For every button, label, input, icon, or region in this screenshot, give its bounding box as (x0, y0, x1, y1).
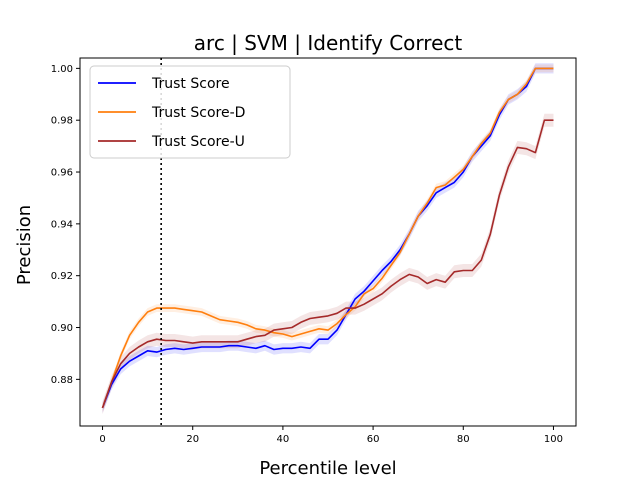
y-tick-label: 0.96 (51, 168, 73, 179)
x-tick-label: 40 (277, 434, 290, 445)
y-tick-label: 0.92 (51, 271, 73, 282)
x-tick-label: 60 (367, 434, 380, 445)
x-axis-ticks: 0 20 40 60 80 100 (99, 426, 563, 445)
trust-score-legend-label: Trust Score (151, 76, 230, 92)
trust-score-band (102, 63, 554, 413)
trust-score-u-band (102, 113, 554, 415)
plot-frame (79, 57, 577, 427)
legend: Trust Score Trust Score-D Trust Score-U (89, 65, 291, 159)
y-tick-label: 0.90 (51, 323, 73, 334)
y-tick-label: 0.98 (51, 116, 73, 127)
series-lines (101, 67, 554, 409)
y-tick-label: 0.88 (51, 375, 73, 386)
trust-score-u-legend-label: Trust Score-U (151, 134, 245, 150)
x-tick-label: 20 (186, 434, 199, 445)
chart-title: arc | SVM | Identify Correct (194, 31, 463, 55)
trust-score-u-line (101, 119, 554, 409)
x-tick-label: 80 (457, 434, 470, 445)
trust-score-line (101, 67, 554, 409)
x-tick-label: 100 (544, 434, 563, 445)
y-axis-ticks: 0.88 0.90 0.92 0.94 0.96 0.98 1.00 (51, 64, 80, 386)
trust-score-d-line (101, 67, 554, 409)
y-tick-label: 0.94 (51, 219, 73, 230)
trust-score-d-legend-label: Trust Score-D (151, 105, 245, 121)
legend-box (89, 65, 291, 159)
x-axis-label: Percentile level (259, 458, 396, 479)
y-axis-label: Precision (14, 205, 35, 285)
x-tick-label: 0 (99, 434, 105, 445)
y-tick-label: 1.00 (51, 64, 73, 75)
